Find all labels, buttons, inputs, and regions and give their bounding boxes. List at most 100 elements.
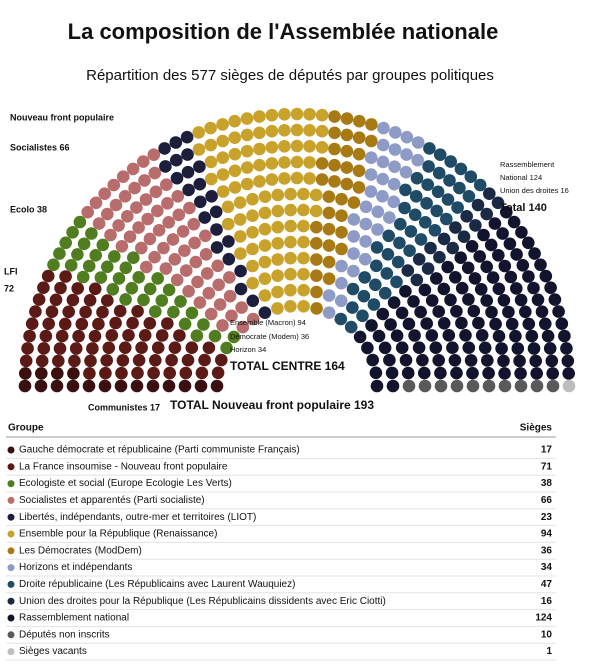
seat: [197, 318, 210, 331]
seat: [390, 329, 404, 343]
seat: [178, 244, 191, 257]
seat: [346, 282, 360, 296]
seat: [234, 264, 247, 278]
seat: [516, 259, 530, 272]
seat: [491, 196, 505, 210]
seat: [310, 253, 323, 266]
seat: [204, 155, 218, 169]
seat: [431, 185, 445, 199]
seat: [205, 172, 218, 186]
seat: [387, 296, 401, 309]
seat: [225, 309, 238, 323]
seat: [246, 242, 259, 256]
seat: [434, 379, 448, 393]
seat: [387, 177, 401, 191]
seat: [192, 143, 206, 156]
table-value: 66: [541, 495, 553, 506]
seat: [534, 258, 547, 272]
seat: [371, 205, 385, 219]
seat: [408, 208, 422, 222]
seat: [170, 273, 184, 287]
seat: [315, 173, 329, 186]
seat: [347, 196, 361, 209]
seat: [163, 366, 176, 380]
seat: [158, 142, 171, 155]
seat: [98, 187, 111, 200]
seat: [118, 341, 132, 355]
seat: [477, 228, 490, 242]
seat: [365, 319, 378, 332]
seat: [454, 251, 468, 264]
seat: [514, 367, 527, 380]
seat: [390, 275, 403, 289]
legend-swatch: [7, 446, 15, 454]
seat: [210, 379, 224, 393]
seat: [246, 226, 259, 239]
seat: [88, 282, 102, 296]
seat: [297, 203, 310, 217]
seat: [253, 158, 266, 172]
seat: [76, 270, 90, 284]
seat: [216, 168, 230, 181]
seat: [381, 248, 395, 261]
seat: [356, 309, 369, 323]
seat: [167, 305, 180, 319]
seat: [284, 235, 297, 249]
seat: [41, 269, 55, 283]
seat: [465, 240, 479, 253]
legend-swatch: [7, 463, 15, 471]
seat: [488, 217, 502, 230]
seat: [271, 285, 284, 299]
seat: [315, 141, 329, 154]
legend-label: Rassemblement national: [19, 613, 129, 624]
seat: [179, 264, 193, 277]
seat: [35, 354, 49, 368]
seat: [101, 294, 114, 307]
seat: [450, 366, 463, 380]
seat: [400, 148, 413, 161]
annotation: Ensemble (Macron) 94: [230, 318, 306, 327]
seat: [420, 317, 434, 330]
seat: [388, 160, 401, 173]
annotation: 72: [4, 283, 14, 293]
seat: [455, 316, 468, 330]
seat: [146, 379, 160, 393]
seat: [112, 272, 126, 285]
seat: [73, 215, 87, 229]
seat: [352, 147, 366, 161]
seat: [419, 216, 432, 229]
seat: [126, 162, 140, 176]
seat: [223, 289, 237, 303]
seat: [162, 283, 176, 297]
seat: [162, 216, 175, 229]
seat: [258, 222, 272, 236]
seat: [195, 366, 209, 380]
seat: [123, 230, 137, 243]
table-value: 1: [546, 646, 552, 657]
seat: [240, 112, 254, 125]
seat: [157, 241, 170, 255]
seat: [67, 367, 80, 380]
seat: [383, 353, 396, 367]
seat: [513, 354, 526, 368]
seat: [82, 259, 96, 273]
seat: [514, 293, 528, 307]
seat: [64, 259, 78, 272]
seat: [66, 379, 80, 393]
seat: [347, 230, 361, 243]
seat: [502, 305, 515, 319]
seat: [121, 210, 134, 223]
seat: [473, 178, 487, 192]
seat: [545, 354, 559, 368]
seat: [109, 198, 123, 212]
seat: [529, 354, 542, 368]
seat: [234, 247, 247, 260]
seat: [148, 166, 162, 180]
table-value: 71: [541, 461, 553, 472]
seat: [440, 212, 453, 226]
seat: [461, 261, 475, 275]
annotation: National 124: [500, 173, 542, 182]
seat: [53, 247, 66, 260]
seat: [366, 353, 380, 367]
seat: [310, 237, 323, 250]
